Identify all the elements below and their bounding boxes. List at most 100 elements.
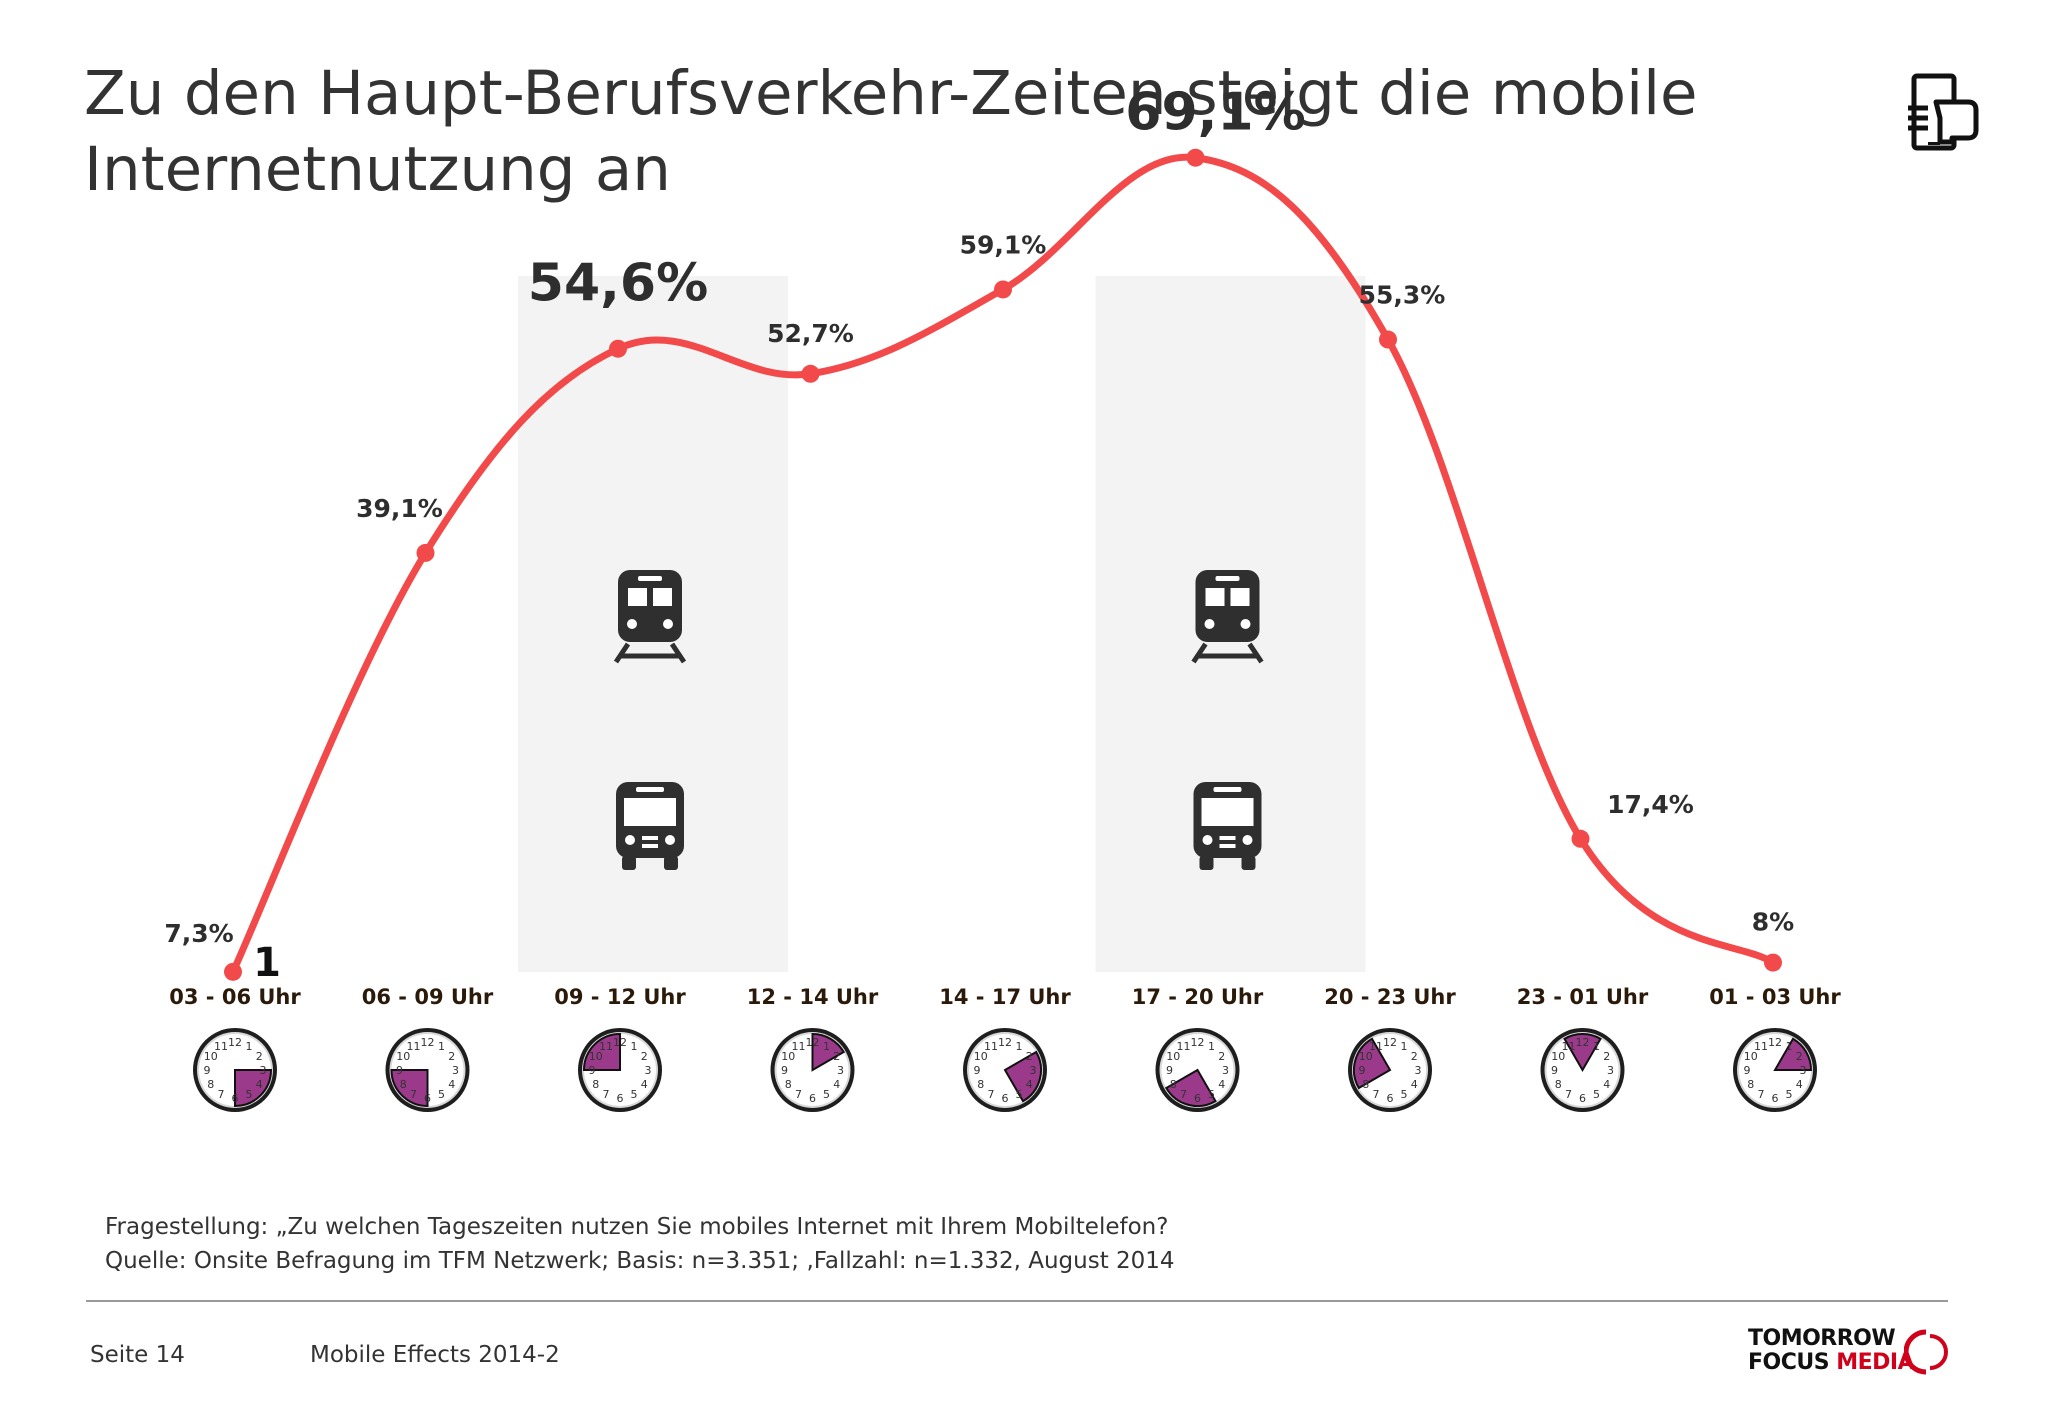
logo-line-1: TOMORROW xyxy=(1748,1326,1896,1351)
svg-text:9: 9 xyxy=(1166,1064,1173,1077)
data-point xyxy=(1571,829,1590,848)
svg-text:3: 3 xyxy=(1415,1064,1422,1077)
svg-text:9: 9 xyxy=(396,1064,403,1077)
tick-label: 06 - 09 Uhr xyxy=(362,985,494,1009)
svg-text:10: 10 xyxy=(396,1050,410,1063)
data-label: 39,1% xyxy=(356,494,443,523)
svg-text:8: 8 xyxy=(1747,1078,1754,1091)
svg-text:3: 3 xyxy=(1030,1064,1037,1077)
svg-text:6: 6 xyxy=(617,1092,624,1105)
logo-ring-icon xyxy=(1904,1329,1948,1375)
svg-text:8: 8 xyxy=(207,1078,214,1091)
svg-text:2: 2 xyxy=(641,1050,648,1063)
svg-text:2: 2 xyxy=(1218,1050,1225,1063)
tick-label: 03 - 06 Uhr xyxy=(169,985,301,1009)
svg-text:6: 6 xyxy=(232,1092,239,1105)
svg-text:1: 1 xyxy=(1786,1040,1793,1053)
bus-icon xyxy=(616,782,684,870)
svg-text:6: 6 xyxy=(1002,1092,1009,1105)
svg-text:2: 2 xyxy=(1411,1050,1418,1063)
svg-text:8: 8 xyxy=(1362,1078,1369,1091)
svg-text:4: 4 xyxy=(1411,1078,1418,1091)
svg-text:4: 4 xyxy=(256,1078,263,1091)
data-label: 17,4% xyxy=(1607,790,1694,819)
data-label: 59,1% xyxy=(960,230,1047,259)
svg-text:1: 1 xyxy=(1016,1040,1023,1053)
data-label: 69,1% xyxy=(1125,83,1305,143)
svg-text:7: 7 xyxy=(1565,1088,1572,1101)
svg-text:7: 7 xyxy=(603,1088,610,1101)
tick-label: 20 - 23 Uhr xyxy=(1324,985,1456,1009)
svg-text:5: 5 xyxy=(823,1088,830,1101)
svg-text:12: 12 xyxy=(806,1036,820,1049)
source-footnote: Quelle: Onsite Befragung im TFM Netzwerk… xyxy=(105,1248,1175,1274)
svg-text:1: 1 xyxy=(246,1040,253,1053)
svg-text:12: 12 xyxy=(613,1036,627,1049)
svg-text:8: 8 xyxy=(400,1078,407,1091)
svg-text:12: 12 xyxy=(1383,1036,1397,1049)
svg-text:9: 9 xyxy=(589,1064,596,1077)
slide-title: Zu den Haupt-Berufsverkehr-Zeiten steigt… xyxy=(84,58,1698,205)
svg-text:2: 2 xyxy=(256,1050,263,1063)
svg-text:11: 11 xyxy=(407,1040,421,1053)
svg-text:10: 10 xyxy=(1359,1050,1373,1063)
data-label: 52,7% xyxy=(767,319,854,348)
data-label: 55,3% xyxy=(1359,281,1446,310)
svg-text:1: 1 xyxy=(1401,1040,1408,1053)
svg-text:3: 3 xyxy=(837,1064,844,1077)
svg-text:11: 11 xyxy=(792,1040,806,1053)
tick-label: 17 - 20 Uhr xyxy=(1132,985,1264,1009)
footer-divider xyxy=(86,1300,1948,1302)
svg-text:5: 5 xyxy=(631,1088,638,1101)
svg-text:8: 8 xyxy=(1555,1078,1562,1091)
svg-text:3: 3 xyxy=(645,1064,652,1077)
svg-text:4: 4 xyxy=(1603,1078,1610,1091)
data-point xyxy=(994,280,1012,299)
svg-text:9: 9 xyxy=(781,1064,788,1077)
svg-text:10: 10 xyxy=(1551,1050,1565,1063)
svg-text:3: 3 xyxy=(452,1064,459,1077)
svg-text:8: 8 xyxy=(1170,1078,1177,1091)
svg-text:3: 3 xyxy=(1222,1064,1229,1077)
svg-text:2: 2 xyxy=(1796,1050,1803,1063)
data-label: 54,6% xyxy=(528,254,708,314)
data-point xyxy=(1379,330,1397,349)
svg-text:10: 10 xyxy=(781,1050,795,1063)
svg-text:7: 7 xyxy=(410,1088,417,1101)
svg-text:4: 4 xyxy=(1218,1078,1225,1091)
data-point xyxy=(1764,953,1782,972)
svg-text:9: 9 xyxy=(1359,1064,1366,1077)
svg-text:1: 1 xyxy=(823,1040,830,1053)
svg-text:1: 1 xyxy=(1208,1040,1215,1053)
svg-text:7: 7 xyxy=(218,1088,225,1101)
svg-text:1: 1 xyxy=(631,1040,638,1053)
svg-text:12: 12 xyxy=(421,1036,435,1049)
svg-text:1: 1 xyxy=(438,1040,445,1053)
svg-text:6: 6 xyxy=(1194,1092,1201,1105)
tick-label: 01 - 03 Uhr xyxy=(1709,985,1841,1009)
svg-text:5: 5 xyxy=(1016,1088,1023,1101)
svg-text:5: 5 xyxy=(1208,1088,1215,1101)
svg-text:11: 11 xyxy=(1177,1040,1191,1053)
svg-text:12: 12 xyxy=(1576,1036,1590,1049)
train-icon xyxy=(1191,570,1264,664)
mobile-phone-icon xyxy=(1908,73,1979,151)
svg-text:12: 12 xyxy=(998,1036,1012,1049)
svg-text:7: 7 xyxy=(795,1088,802,1101)
tick-label: 14 - 17 Uhr xyxy=(939,985,1071,1009)
svg-text:8: 8 xyxy=(785,1078,792,1091)
data-label: 7,3% xyxy=(164,919,233,948)
svg-text:4: 4 xyxy=(1026,1078,1033,1091)
svg-text:11: 11 xyxy=(1754,1040,1768,1053)
svg-text:7: 7 xyxy=(1373,1088,1380,1101)
svg-text:7: 7 xyxy=(1758,1088,1765,1101)
data-point xyxy=(224,962,242,981)
tick-label: 12 - 14 Uhr xyxy=(747,985,879,1009)
svg-text:9: 9 xyxy=(1744,1064,1751,1077)
svg-text:9: 9 xyxy=(974,1064,981,1077)
page-number: Seite 14 xyxy=(90,1342,185,1368)
svg-text:10: 10 xyxy=(974,1050,988,1063)
